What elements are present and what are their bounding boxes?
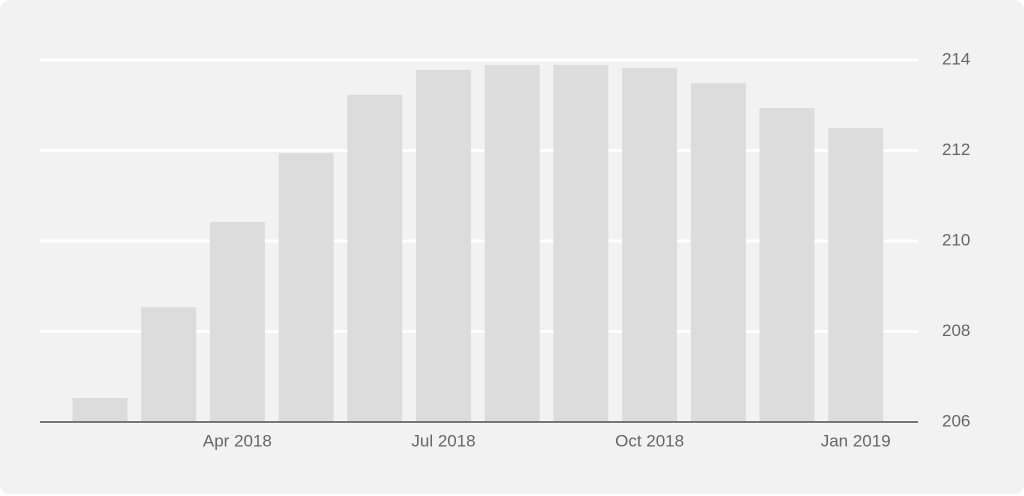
bar (416, 69, 471, 422)
bar (72, 398, 128, 422)
bar (690, 83, 746, 422)
y-tick-label: 212 (942, 140, 970, 159)
y-tick-label: 210 (942, 230, 970, 249)
y-tick-label: 206 (942, 411, 970, 430)
bar (141, 307, 197, 422)
bar (484, 64, 540, 422)
bar (828, 127, 884, 422)
bar (347, 94, 403, 422)
bar (209, 221, 265, 422)
bar (759, 107, 815, 422)
y-tick-label: 214 (942, 49, 970, 68)
x-tick-label: Jan 2019 (821, 431, 891, 450)
x-tick-label: Apr 2018 (203, 431, 272, 450)
bar (622, 68, 678, 423)
x-tick-label: Oct 2018 (615, 431, 684, 450)
y-tick-label: 208 (942, 321, 970, 340)
bar (553, 64, 609, 422)
x-tick-label: Jul 2018 (411, 431, 475, 450)
bar (278, 153, 334, 422)
